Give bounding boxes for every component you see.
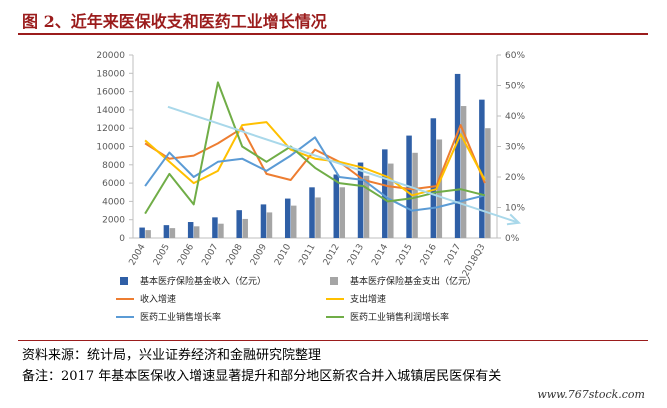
combo-chart: 0 2000 4000 6000 8000 10000 12000 14000 16000 180… — [96, 51, 525, 323]
income-bar — [454, 73, 461, 238]
watermark: www.767stock.com — [537, 388, 645, 401]
x-tick-label: 2006 — [176, 242, 196, 267]
expense-bar — [363, 175, 370, 238]
x-tick-label: 2012 — [322, 243, 342, 268]
trend-arrow-shaft — [167, 105, 520, 224]
trend-arrow — [167, 105, 522, 226]
income-bar — [163, 225, 170, 238]
x-tick-label: 2011 — [297, 243, 317, 268]
income-growth-line — [144, 124, 486, 191]
income-bar — [479, 99, 485, 238]
right-tick-label: 20% — [505, 173, 525, 183]
income-bar — [260, 204, 267, 238]
income-bar — [333, 174, 340, 238]
right-tick-label: 0% — [505, 234, 520, 244]
figure-title: 图 2、近年来医保收支和医药工业增长情况 — [22, 12, 327, 31]
expense-bar — [242, 218, 248, 238]
left-tick-label: 2000 — [102, 216, 125, 226]
x-tick-label: 2013 — [346, 243, 366, 268]
legend-label: 基本医疗保险基金收入（亿元） — [140, 275, 266, 287]
expense-bar — [218, 223, 224, 238]
x-tick-label: 2005 — [152, 243, 172, 268]
right-tick-label: 40% — [505, 112, 525, 122]
pharma-sales-growth-line — [144, 136, 486, 212]
expense-bar — [485, 128, 491, 238]
legend-label: 支出增速 — [350, 293, 386, 305]
x-tick-label: 2004 — [128, 242, 148, 267]
expense-bar — [436, 139, 443, 238]
left-tick-label: 6000 — [102, 179, 125, 189]
left-tick-label: 10000 — [96, 143, 125, 153]
left-tick-label: 8000 — [102, 161, 125, 171]
income-bar — [187, 222, 194, 238]
x-tick-label: 2010 — [273, 242, 293, 267]
x-tick-label: 2007 — [200, 243, 220, 268]
line-layer — [144, 81, 486, 215]
expense-bar — [315, 197, 321, 238]
left-tick-label: 18000 — [96, 69, 125, 79]
income-bar — [382, 149, 388, 238]
x-tick-label: 2018Q3 — [461, 243, 488, 279]
pharma-profit-growth-line — [144, 81, 486, 215]
expense-bar — [460, 106, 467, 238]
right-tick-label: 60% — [505, 51, 525, 61]
expense-bar — [290, 205, 297, 238]
legend-label: 医药工业销售利润增长率 — [350, 311, 449, 323]
income-bar — [430, 118, 437, 238]
income-bar — [284, 198, 291, 238]
x-tick-label: 2017 — [443, 243, 463, 268]
right-tick-label: 10% — [505, 204, 525, 214]
source-note: 资料来源：统计局，兴业证券经济和金融研究院整理 — [22, 348, 322, 363]
x-tick-label: 2016 — [419, 242, 439, 267]
x-tick-label: 2014 — [370, 242, 390, 267]
title-bar: 图 2、近年来医保收支和医药工业增长情况 — [18, 5, 648, 35]
x-tick-label: 2015 — [395, 243, 415, 268]
legend-label: 医药工业销售增长率 — [140, 311, 221, 323]
separator-line — [18, 340, 648, 341]
income-bar — [236, 210, 242, 238]
income-bar — [139, 227, 145, 238]
legend-swatch — [330, 277, 338, 285]
left-tick-label: 20000 — [96, 51, 125, 61]
x-tick-label: 2009 — [249, 242, 269, 267]
expense-bar — [339, 187, 346, 238]
x-tick-label: 2008 — [225, 242, 245, 267]
income-bar — [212, 217, 218, 238]
right-tick-label: 50% — [505, 82, 525, 92]
expense-bar — [266, 212, 273, 238]
expense-growth-line — [144, 121, 486, 197]
remark-note: 备注：2017 年基本医保收入增速显著提升和部分地区新农合并入城镇居民医保有关 — [22, 369, 502, 384]
legend-label: 收入增速 — [140, 293, 176, 305]
expense-bar — [145, 230, 151, 238]
legend-label: 基本医疗保险基金支出（亿元） — [350, 275, 476, 287]
income-bar — [309, 187, 315, 238]
x-tick-labels: 2004 2005 2006 2007 2008 2009 2010 2011 2012 2013… — [128, 242, 488, 278]
left-tick-label: 16000 — [96, 88, 125, 98]
left-tick-label: 0 — [119, 234, 125, 244]
right-tick-label: 30% — [505, 143, 525, 153]
left-tick-label: 12000 — [96, 124, 125, 134]
left-tick-label: 14000 — [96, 106, 125, 116]
chart-legend: 基本医疗保险基金收入（亿元） 基本医疗保险基金支出（亿元） 收入增速 支出增速医药工业… — [116, 275, 476, 323]
trend-arrow-head — [506, 213, 522, 226]
expense-bar — [169, 228, 176, 238]
expense-bar — [193, 226, 200, 238]
chart-axes: 0 2000 4000 6000 8000 10000 12000 14000 16000 180… — [96, 51, 525, 244]
legend-swatch — [120, 277, 128, 285]
left-tick-label: 4000 — [102, 197, 125, 207]
income-bar — [357, 162, 364, 238]
